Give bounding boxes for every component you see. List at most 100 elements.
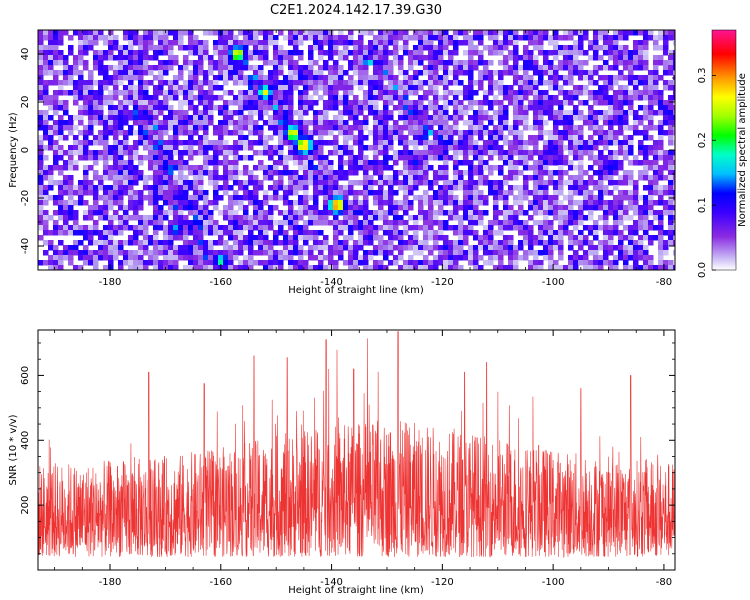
heatmap-cell bbox=[438, 250, 444, 256]
heatmap-cell bbox=[58, 195, 64, 201]
heatmap-cell bbox=[263, 250, 269, 256]
heatmap-cell bbox=[338, 240, 344, 246]
heatmap-cell bbox=[643, 150, 649, 156]
heatmap-cell bbox=[153, 240, 159, 246]
heatmap-cell bbox=[628, 145, 634, 151]
heatmap-cell bbox=[393, 35, 399, 41]
heatmap-cell bbox=[388, 35, 394, 41]
heatmap-cell bbox=[118, 155, 124, 161]
heatmap-cell bbox=[198, 260, 204, 266]
heatmap-cell bbox=[573, 165, 579, 171]
heatmap-cell bbox=[668, 225, 674, 231]
heatmap-cell bbox=[638, 225, 644, 231]
heatmap-cell bbox=[163, 35, 169, 41]
heatmap-cell bbox=[378, 35, 384, 41]
heatmap-cell bbox=[328, 105, 334, 111]
heatmap-cell bbox=[518, 80, 524, 86]
heatmap-cell bbox=[293, 190, 299, 196]
heatmap-cell bbox=[503, 125, 509, 131]
heatmap-cell bbox=[658, 200, 664, 206]
heatmap-cell bbox=[238, 265, 244, 270]
heatmap-cell bbox=[583, 195, 589, 201]
heatmap-cell bbox=[108, 55, 114, 61]
heatmap-cell bbox=[158, 175, 164, 181]
heatmap-cell bbox=[448, 125, 454, 131]
heatmap-cell bbox=[173, 195, 179, 201]
heatmap-cell bbox=[543, 70, 549, 76]
heatmap-cell bbox=[663, 50, 669, 56]
heatmap-cell bbox=[493, 185, 499, 191]
heatmap-cell bbox=[413, 230, 419, 236]
heatmap-cell bbox=[53, 50, 59, 56]
heatmap-cell bbox=[298, 70, 304, 76]
heatmap-cell bbox=[318, 210, 324, 216]
heatmap-cell bbox=[208, 145, 214, 151]
heatmap-cell bbox=[198, 60, 204, 66]
heatmap-cell bbox=[428, 60, 434, 66]
heatmap-cell bbox=[533, 70, 539, 76]
heatmap-cell bbox=[638, 170, 644, 176]
heatmap-cell bbox=[288, 60, 294, 66]
heatmap-cell bbox=[63, 120, 69, 126]
heatmap-cell bbox=[288, 145, 294, 151]
heatmap-cell bbox=[423, 220, 429, 226]
heatmap-cell bbox=[468, 210, 474, 216]
heatmap-cell bbox=[173, 180, 179, 186]
heatmap-cell bbox=[518, 190, 524, 196]
heatmap-cell bbox=[563, 215, 569, 221]
heatmap-cell bbox=[153, 200, 159, 206]
heatmap-cell bbox=[233, 210, 239, 216]
heatmap-cell bbox=[443, 150, 449, 156]
heatmap-cell bbox=[298, 55, 304, 61]
heatmap-cell bbox=[398, 265, 404, 270]
heatmap-cell bbox=[93, 135, 99, 141]
heatmap-cell bbox=[198, 90, 204, 96]
heatmap-cell bbox=[578, 240, 584, 246]
heatmap-cell bbox=[668, 150, 674, 156]
heatmap-cell bbox=[613, 100, 619, 106]
heatmap-cell bbox=[323, 110, 329, 116]
heatmap-cell bbox=[58, 185, 64, 191]
heatmap-cell bbox=[53, 160, 59, 166]
heatmap-cell bbox=[618, 165, 624, 171]
heatmap-cell bbox=[313, 205, 319, 211]
heatmap-cell bbox=[103, 205, 109, 211]
heatmap-cell bbox=[638, 120, 644, 126]
heatmap-cell bbox=[638, 245, 644, 251]
heatmap-cell bbox=[373, 120, 379, 126]
heatmap-cell bbox=[238, 115, 244, 121]
heatmap-cell bbox=[103, 75, 109, 81]
heatmap-cell bbox=[173, 80, 179, 86]
heatmap-cell bbox=[323, 175, 329, 181]
heatmap-cell bbox=[468, 230, 474, 236]
heatmap-cell bbox=[538, 30, 544, 36]
y-tick-label: 40 bbox=[20, 48, 31, 61]
heatmap-cell bbox=[438, 170, 444, 176]
heatmap-cell bbox=[623, 250, 629, 256]
heatmap-cell bbox=[98, 35, 104, 41]
heatmap-cell bbox=[393, 90, 399, 96]
heatmap-cell bbox=[53, 90, 59, 96]
heatmap-cell bbox=[113, 120, 119, 126]
heatmap-cell bbox=[198, 235, 204, 241]
heatmap-cell bbox=[318, 230, 324, 236]
heatmap-cell bbox=[428, 180, 434, 186]
heatmap-cell bbox=[133, 230, 139, 236]
heatmap-cell bbox=[173, 245, 179, 251]
heatmap-cell bbox=[413, 105, 419, 111]
heatmap-cell bbox=[138, 35, 144, 41]
heatmap-cell bbox=[233, 45, 239, 51]
heatmap-cell bbox=[408, 35, 414, 41]
heatmap-cell bbox=[168, 115, 174, 121]
heatmap-cell bbox=[668, 190, 674, 196]
heatmap-cell bbox=[248, 195, 254, 201]
heatmap-cell bbox=[413, 125, 419, 131]
heatmap-cell bbox=[658, 260, 664, 266]
heatmap-cell bbox=[533, 265, 539, 270]
heatmap-cell bbox=[463, 35, 469, 41]
heatmap-cell bbox=[543, 150, 549, 156]
heatmap-cell bbox=[238, 90, 244, 96]
heatmap-cell bbox=[263, 225, 269, 231]
heatmap-cell bbox=[43, 85, 49, 91]
heatmap-cell bbox=[343, 70, 349, 76]
